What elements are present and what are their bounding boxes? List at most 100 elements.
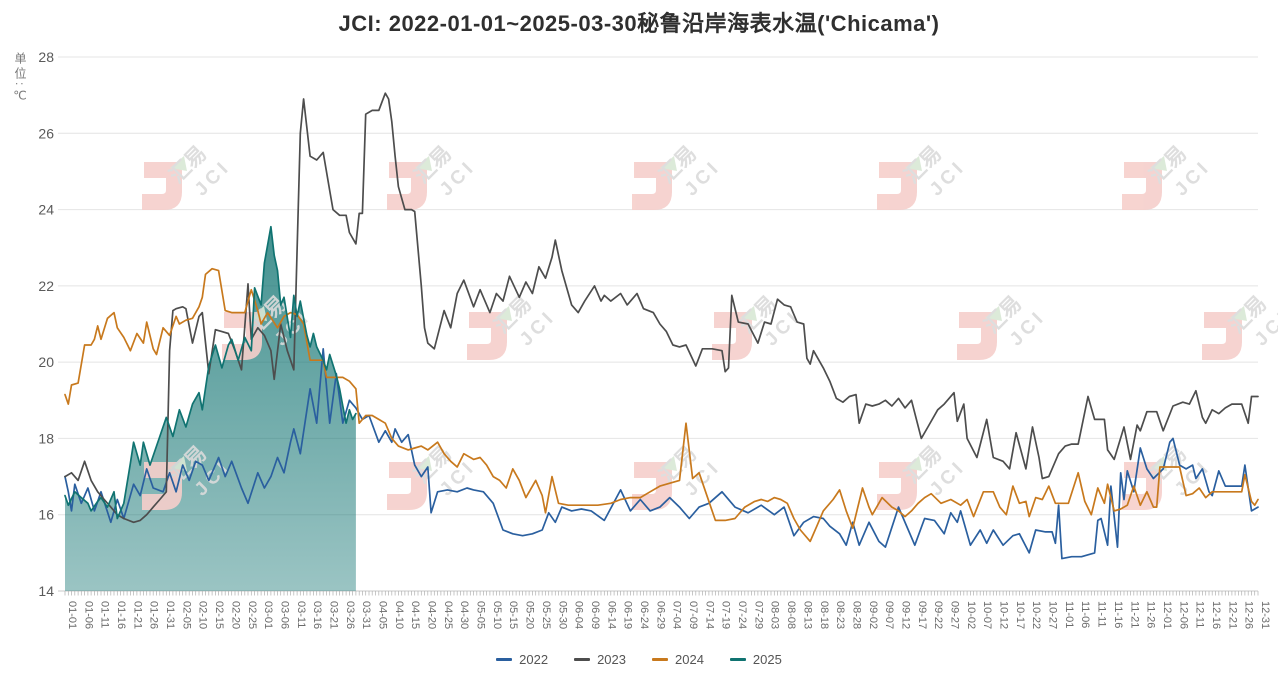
x-tick-label: 05-15 [507,601,519,629]
watermark-j-icon [1122,162,1162,210]
legend: 2022 2023 2024 2025 [0,652,1278,667]
x-tick-label: 07-29 [752,601,764,629]
x-tick-label: 11-11 [1096,601,1108,628]
x-tick-label: 06-29 [654,601,666,629]
x-tick-label: 06-24 [638,601,650,629]
series-line-2022 [64,347,1259,560]
x-tick-label: 06-19 [622,601,634,629]
x-tick-label: 01-21 [131,601,143,629]
watermark-j-icon [877,162,917,210]
y-tick-label: 16 [38,507,54,523]
x-tick-label: 09-12 [900,601,912,629]
watermark-triangle-icon [1150,156,1167,171]
x-tick-label: 03-06 [279,601,291,629]
legend-item-2022[interactable]: 2022 [496,652,548,667]
x-tick-label: 10-02 [965,601,977,629]
x-tick-label: 12-01 [1161,601,1173,629]
x-tick-label: 09-02 [867,601,879,629]
watermark-triangle-icon [1230,306,1247,321]
watermark-triangle-icon [660,456,677,471]
x-tick-label: 04-30 [458,601,470,629]
x-tick-label: 08-23 [834,601,846,629]
y-tick-label: 20 [38,354,54,370]
y-axis-unit-label: 单位:℃ [13,52,27,106]
legend-item-2024[interactable]: 2024 [652,652,704,667]
x-tick-label: 02-05 [180,601,192,629]
x-tick-label: 01-01 [66,601,78,629]
x-tick-label: 05-20 [524,601,536,629]
legend-label: 2023 [597,652,626,667]
legend-label: 2025 [752,652,782,667]
x-tick-label: 03-11 [295,601,307,628]
chart-title: JCI: 2022-01-01~2025-03-30秘鲁沿岸海表水温('Chic… [338,11,940,36]
x-tick-label: 10-12 [998,601,1010,629]
x-tick-label: 01-06 [82,601,94,629]
x-tick-label: 06-04 [573,601,585,629]
x-tick-label: 12-11 [1194,601,1206,628]
watermark-j-icon [957,312,997,360]
watermark-triangle-icon [905,156,922,171]
x-axis-minor-ticks [64,591,1259,596]
x-tick-label: 09-22 [932,601,944,629]
x-tick-label: 08-28 [850,601,862,629]
x-tick-label: 01-31 [164,601,176,629]
x-tick-label: 03-21 [328,601,340,629]
x-tick-label: 08-13 [801,601,813,629]
legend-dash-icon [729,658,746,661]
x-tick-label: 12-26 [1243,601,1255,629]
x-tick-label: 02-20 [229,601,241,629]
x-tick-label: 01-26 [148,601,160,629]
watermark-triangle-icon [985,306,1002,321]
x-tick-label: 10-07 [981,601,993,629]
y-tick-label: 18 [38,430,54,446]
watermark-triangle-icon [660,156,677,171]
x-tick-label: 07-14 [703,601,715,629]
x-tick-label: 01-11 [99,601,111,628]
x-tick-label: 08-18 [818,601,830,629]
x-tick-label: 05-05 [475,601,487,629]
x-tick-label: 10-22 [1030,601,1042,629]
x-tick-label: 02-10 [197,601,209,629]
x-tick-label: 01-16 [115,601,127,629]
watermark-triangle-icon [495,306,512,321]
y-tick-label: 22 [38,278,54,294]
x-tick-label: 11-21 [1128,601,1140,628]
x-tick-label: 11-06 [1079,601,1091,628]
watermark-j-icon [467,312,507,360]
watermark-j-icon [632,462,672,510]
x-tick-label: 10-17 [1014,601,1026,629]
legend-item-2025[interactable]: 2025 [729,652,782,667]
y-tick-label: 24 [38,202,54,218]
watermark-triangle-icon [170,156,187,171]
x-tick-label: 11-26 [1145,601,1157,628]
watermark-j-icon [632,162,672,210]
x-tick-label: 02-15 [213,601,225,629]
y-tick-label: 14 [38,583,54,599]
series-line-2023 [64,92,1259,524]
x-tick-label: 05-10 [491,601,503,629]
watermark-j-icon [1202,312,1242,360]
x-tick-label: 07-04 [671,601,683,629]
legend-item-2023[interactable]: 2023 [574,652,626,667]
watermark-triangle-icon [740,306,757,321]
x-tick-label: 06-14 [605,601,617,629]
series-line-2025 [64,225,357,520]
watermark-j-icon [712,312,752,360]
x-tick-label: 09-07 [883,601,895,629]
watermark-j-icon [142,462,182,510]
x-tick-label: 04-10 [393,601,405,629]
x-tick-label: 09-17 [916,601,928,629]
x-tick-label: 06-09 [589,601,601,629]
x-tick-label: 12-21 [1226,601,1238,629]
x-tick-label: 05-25 [540,601,552,629]
x-tick-label: 12-06 [1177,601,1189,629]
legend-label: 2024 [675,652,704,667]
watermark-triangle-icon [415,156,432,171]
